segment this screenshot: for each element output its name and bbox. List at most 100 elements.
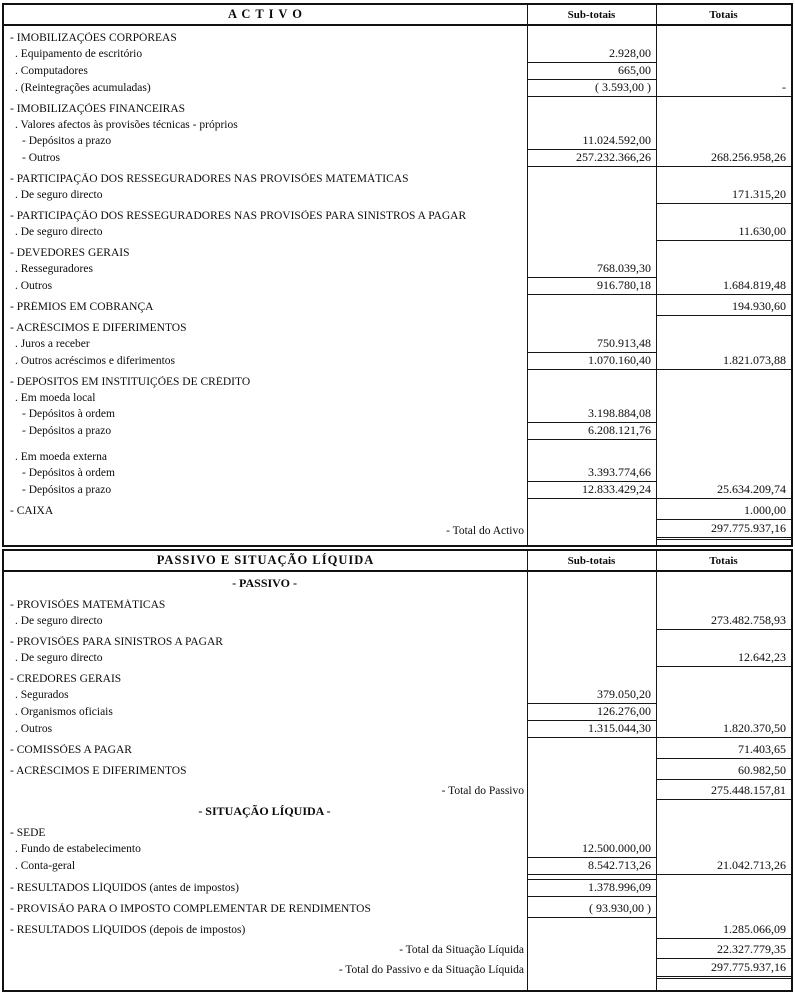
subtotal-value: 126.276,00 bbox=[527, 704, 656, 721]
subtotal-value: 1.315.044,30 bbox=[527, 721, 656, 738]
row-label: . Outros bbox=[15, 723, 53, 735]
table-row: . De seguro directo 171.315,20 bbox=[4, 187, 791, 204]
table-row: . Equipamento de escritório 2.928,00 bbox=[4, 46, 791, 63]
column-divider bbox=[656, 5, 657, 545]
total-value: 60.982,50 bbox=[656, 763, 791, 780]
total-value: 1.820.370,50 bbox=[656, 721, 791, 738]
table-row: . Em moeda local bbox=[4, 390, 791, 406]
subtotal-value bbox=[527, 666, 656, 667]
sections-root: A C T I V O Sub-totais Totais - IMOBILIZAÇÕ… bbox=[2, 3, 793, 992]
row-label: . Equipamento de escritório bbox=[15, 48, 143, 60]
row-label: . Organismos oficiais bbox=[15, 706, 113, 718]
subtotal-value bbox=[527, 978, 656, 979]
row-label: - IMOBILIZAÇÕES FINANCEIRAS bbox=[10, 102, 186, 115]
table-row: - IMOBILIZAÇÕES FINANCEIRAS bbox=[4, 101, 791, 117]
total-value: 25.634.209,74 bbox=[656, 482, 791, 499]
row-label: - Depósitos à ordem bbox=[22, 467, 115, 479]
subtotal-value bbox=[527, 315, 656, 316]
row-label: - ACRÉSCIMOS E DIFERIMENTOS bbox=[10, 321, 187, 334]
table-row: - DEPÓSITOS EM INSTITUIÇÕES DE CRÉDITO bbox=[4, 374, 791, 390]
subtotal-value bbox=[527, 779, 656, 780]
subtotal-value bbox=[527, 799, 656, 800]
subtotal-value bbox=[527, 629, 656, 630]
table-row: - Depósitos a prazo 6.208.121,76 bbox=[4, 423, 791, 440]
table-row: - SEDE bbox=[4, 825, 791, 841]
subtotal-value bbox=[527, 612, 656, 613]
row-label: - PROVISÕES MATEMÁTICAS bbox=[10, 598, 166, 611]
table-row: - PASSIVO - bbox=[4, 575, 791, 593]
table-row: - IMOBILIZAÇÕES CORPÓREAS bbox=[4, 30, 791, 46]
row-label: - Total da Situação Líquida bbox=[399, 944, 524, 956]
total-value bbox=[656, 592, 791, 593]
table-row: - COMISSÕES A PAGAR 71.403,65 bbox=[4, 742, 791, 759]
subtotal-value bbox=[527, 539, 656, 540]
row-label: - IMOBILIZAÇÕES CORPÓREAS bbox=[10, 31, 177, 44]
row-label: - SEDE bbox=[10, 826, 46, 839]
column-header-subtotals: Sub-totais bbox=[567, 554, 616, 567]
table-header-row: PASSIVO E SITUAÇÃO LÍQUIDA Sub-totais Tota… bbox=[4, 551, 791, 572]
table-row: - SITUAÇÃO LÍQUIDA - bbox=[4, 803, 791, 821]
table-row: . De seguro directo 12.642,23 bbox=[4, 650, 791, 667]
total-value bbox=[656, 422, 791, 423]
total-value: 275.448.157,81 bbox=[656, 783, 791, 800]
row-label: - Total do Passivo bbox=[441, 785, 524, 797]
total-value bbox=[656, 405, 791, 406]
row-label: - Depósitos à ordem bbox=[22, 408, 115, 420]
table-row: - Total do Activo 297.775.937,16 bbox=[4, 520, 791, 540]
row-label: . Valores afectos às provisões técnicas … bbox=[15, 118, 238, 131]
total-value: 1.821.073,88 bbox=[656, 353, 791, 370]
table-row: - CREDORES GERAIS bbox=[4, 671, 791, 687]
table-body: - PASSIVO - - PROVISÕES MATEMÁTICAS . De s… bbox=[4, 575, 791, 990]
row-label: . (Reintegrações acumuladas) bbox=[15, 82, 151, 94]
row-label: - CREDORES GERAIS bbox=[10, 672, 122, 685]
table-row: . Conta-geral 8.542.713,26 21.042.713,26 bbox=[4, 858, 791, 875]
row-label: . De seguro directo bbox=[15, 226, 103, 238]
subtotal-value: ( 3.593,00 ) bbox=[527, 80, 656, 97]
subtotal-value bbox=[527, 223, 656, 224]
row-label: . Computadores bbox=[15, 65, 88, 77]
row-label: - Total do Activo bbox=[446, 525, 524, 537]
row-label: . Juros a receber bbox=[15, 338, 90, 350]
table-header-row: A C T I V O Sub-totais Totais bbox=[4, 5, 791, 26]
table-row: - DEVEDORES GERAIS bbox=[4, 245, 791, 261]
row-label: - Depósitos a prazo bbox=[22, 484, 112, 496]
total-value bbox=[656, 703, 791, 704]
subtotal-value: 379.050,20 bbox=[527, 687, 656, 704]
subtotal-value bbox=[527, 758, 656, 759]
column-divider bbox=[656, 551, 657, 990]
row-label: - CAIXA bbox=[10, 505, 54, 517]
table-row: . Fundo de estabelecimento 12.500.000,00 bbox=[4, 841, 791, 858]
subtotal-value bbox=[527, 958, 656, 959]
table-row: - CAIXA 1.000,00 bbox=[4, 503, 791, 520]
subtotal-value bbox=[527, 240, 656, 241]
row-label: - SITUAÇÃO LÍQUIDA - bbox=[198, 804, 331, 818]
passivo-title: PASSIVO E SITUAÇÃO LÍQUIDA bbox=[156, 553, 375, 567]
subtotal-value bbox=[527, 203, 656, 204]
subtotal-value: 768.039,30 bbox=[527, 261, 656, 278]
table-row: - Depósitos a prazo 12.833.429,24 25.634.2… bbox=[4, 482, 791, 499]
column-divider bbox=[527, 551, 528, 990]
total-value: 71.403,65 bbox=[656, 742, 791, 759]
table-row: - Outros 257.232.366,26 268.256.958,26 bbox=[4, 150, 791, 167]
total-value: 21.042.713,26 bbox=[656, 858, 791, 875]
total-value bbox=[656, 389, 791, 390]
column-divider bbox=[527, 5, 528, 545]
row-label: . De seguro directo bbox=[15, 652, 103, 664]
passivo-table: PASSIVO E SITUAÇÃO LÍQUIDA Sub-totais Tota… bbox=[2, 549, 793, 992]
subtotal-value: 6.208.121,76 bbox=[527, 423, 656, 440]
table-row: - PARTICIPAÇÃO DOS RESSEGURADORES NAS PR… bbox=[4, 171, 791, 187]
row-label: . Conta-geral bbox=[15, 860, 76, 872]
subtotal-value: 12.833.429,24 bbox=[527, 482, 656, 499]
table-row: . De seguro directo 273.482.758,93 bbox=[4, 613, 791, 630]
row-label: - Depósitos a prazo bbox=[22, 135, 112, 147]
row-label: . Em moeda externa bbox=[15, 450, 107, 463]
total-value bbox=[656, 439, 791, 440]
row-label: . Segurados bbox=[15, 689, 69, 701]
subtotal-value: 257.232.366,26 bbox=[527, 150, 656, 167]
subtotal-value: 12.500.000,00 bbox=[527, 841, 656, 858]
table-row: - ACRÉSCIMOS E DIFERIMENTOS bbox=[4, 320, 791, 336]
row-label: . Em moeda local bbox=[15, 391, 96, 404]
table-row: . Organismos oficiais 126.276,00 bbox=[4, 704, 791, 721]
table-row: - PROVISÕES PARA SINISTROS A PAGAR bbox=[4, 634, 791, 650]
table-row: - PROVISÃO PARA O IMPOSTO COMPLEMENTAR D… bbox=[4, 901, 791, 918]
